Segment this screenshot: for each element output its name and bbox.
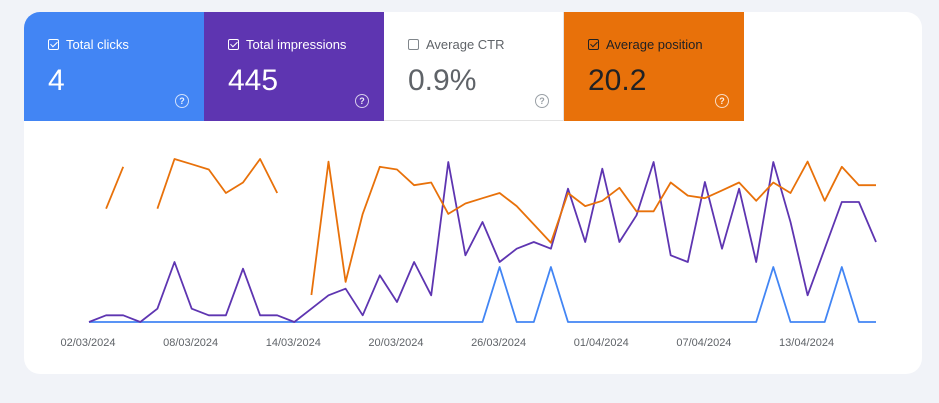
average-ctr-tile[interactable]: Average CTR 0.9% ? bbox=[384, 12, 564, 121]
position-series-line bbox=[105, 166, 125, 210]
performance-card: Total clicks 4 ? Total impressions 445 ?… bbox=[24, 12, 922, 374]
total-clicks-value: 4 bbox=[48, 64, 65, 97]
average-position-label: Average position bbox=[606, 37, 703, 52]
performance-line-chart: 02/03/2024 08/03/2024 14/03/2024 20/03/2024… bbox=[60, 158, 877, 349]
x-tick-label: 13/04/2024 bbox=[779, 337, 834, 349]
checkbox-checked-icon[interactable] bbox=[588, 39, 599, 50]
total-impressions-header: Total impressions bbox=[228, 37, 346, 52]
checkbox-unchecked-icon[interactable] bbox=[408, 39, 419, 50]
total-impressions-label: Total impressions bbox=[246, 37, 347, 52]
total-clicks-header: Total clicks bbox=[48, 37, 129, 52]
position-series-line bbox=[156, 158, 279, 209]
total-clicks-tile[interactable]: Total clicks 4 ? bbox=[24, 12, 204, 121]
metric-tiles: Total clicks 4 ? Total impressions 445 ?… bbox=[24, 12, 744, 121]
x-tick-label: 01/04/2024 bbox=[574, 337, 629, 349]
impressions-series-line bbox=[88, 161, 877, 323]
total-clicks-label: Total clicks bbox=[66, 37, 129, 52]
total-impressions-tile[interactable]: Total impressions 445 ? bbox=[204, 12, 384, 121]
average-ctr-value: 0.9% bbox=[408, 64, 477, 97]
x-tick-label: 20/03/2024 bbox=[368, 337, 423, 349]
average-position-tile[interactable]: Average position 20.2 ? bbox=[564, 12, 744, 121]
position-series-line bbox=[310, 160, 876, 296]
x-tick-label: 07/04/2024 bbox=[676, 337, 731, 349]
checkbox-checked-icon[interactable] bbox=[48, 39, 59, 50]
average-ctr-header: Average CTR bbox=[408, 37, 505, 52]
x-tick-label: 02/03/2024 bbox=[60, 337, 115, 349]
checkbox-checked-icon[interactable] bbox=[228, 39, 239, 50]
help-icon[interactable]: ? bbox=[535, 94, 549, 108]
help-icon[interactable]: ? bbox=[715, 94, 729, 108]
help-icon[interactable]: ? bbox=[355, 94, 369, 108]
x-tick-label: 14/03/2024 bbox=[266, 337, 321, 349]
help-icon[interactable]: ? bbox=[175, 94, 189, 108]
total-impressions-value: 445 bbox=[228, 64, 279, 97]
average-position-value: 20.2 bbox=[588, 64, 647, 97]
average-position-header: Average position bbox=[588, 37, 703, 52]
x-tick-label: 26/03/2024 bbox=[471, 337, 526, 349]
average-ctr-label: Average CTR bbox=[426, 37, 505, 52]
x-tick-label: 08/03/2024 bbox=[163, 337, 218, 349]
clicks-series-line bbox=[89, 266, 876, 323]
